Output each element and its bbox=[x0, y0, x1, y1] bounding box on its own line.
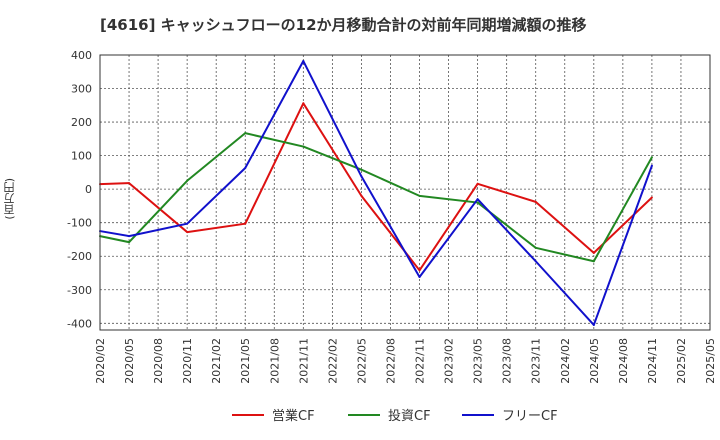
data-point bbox=[360, 168, 363, 171]
data-point bbox=[244, 132, 247, 135]
x-tick-label: 2023/02 bbox=[443, 338, 456, 384]
y-tick-label: 200 bbox=[71, 116, 92, 129]
x-tick-label: 2024/08 bbox=[617, 338, 630, 384]
data-point bbox=[592, 260, 595, 263]
data-point bbox=[302, 145, 305, 148]
x-tick-label: 2021/02 bbox=[210, 338, 223, 384]
y-axis-ticks: 400 300 200 100 0 -100 -200 -300 -400 bbox=[67, 49, 92, 330]
x-tick-label: 2020/08 bbox=[152, 338, 165, 384]
data-point bbox=[360, 194, 363, 197]
data-point bbox=[650, 156, 653, 159]
x-tick-label: 2024/11 bbox=[646, 338, 659, 384]
x-tick-label: 2021/11 bbox=[297, 338, 310, 384]
chart-title: [4616] キャッシュフローの12か月移動合計の対前年同期増減額の推移 bbox=[100, 16, 587, 34]
data-point bbox=[244, 222, 247, 225]
x-tick-label: 2025/02 bbox=[675, 338, 688, 384]
data-point bbox=[476, 182, 479, 185]
y-tick-label: 300 bbox=[71, 83, 92, 96]
data-point bbox=[128, 241, 131, 244]
y-tick-label: -100 bbox=[67, 217, 92, 230]
y-tick-label: -300 bbox=[67, 284, 92, 297]
data-point bbox=[244, 167, 247, 170]
x-tick-label: 2025/05 bbox=[704, 338, 717, 384]
data-point bbox=[186, 231, 189, 234]
data-point bbox=[418, 276, 421, 279]
plot-frame bbox=[99, 54, 711, 331]
x-tick-label: 2022/05 bbox=[355, 338, 368, 384]
x-tick-label: 2023/11 bbox=[530, 338, 543, 384]
data-point bbox=[592, 323, 595, 326]
x-tick-label: 2024/05 bbox=[588, 338, 601, 384]
series-line-2 bbox=[99, 60, 653, 326]
legend-label: 投資CF bbox=[388, 408, 431, 424]
data-point bbox=[418, 194, 421, 197]
data-point bbox=[534, 246, 537, 249]
data-point bbox=[418, 269, 421, 272]
data-point bbox=[650, 196, 653, 199]
data-point bbox=[186, 179, 189, 182]
y-tick-label: 100 bbox=[71, 150, 92, 163]
x-tick-label: 2022/02 bbox=[326, 338, 339, 384]
series-line-1 bbox=[99, 132, 653, 263]
x-tick-label: 2022/11 bbox=[414, 338, 427, 384]
x-axis-ticks: 2020/02 2020/05 2020/08 2020/11 2021/02 2021/… bbox=[94, 338, 717, 384]
x-tick-label: 2024/02 bbox=[559, 338, 572, 384]
data-point bbox=[128, 182, 131, 185]
x-tick-label: 2021/08 bbox=[268, 338, 281, 384]
x-tick-label: 2020/02 bbox=[94, 338, 107, 384]
y-tick-label: 400 bbox=[71, 49, 92, 62]
x-tick-label: 2021/05 bbox=[239, 338, 252, 384]
data-point bbox=[534, 260, 537, 263]
data-point bbox=[650, 164, 653, 167]
x-tick-label: 2023/08 bbox=[501, 338, 514, 384]
x-tick-label: 2020/11 bbox=[181, 338, 194, 384]
data-point bbox=[476, 201, 479, 204]
data-point bbox=[360, 175, 363, 178]
data-point bbox=[302, 102, 305, 105]
y-tick-label: -200 bbox=[67, 250, 92, 263]
legend-label: 営業CF bbox=[272, 408, 315, 424]
legend: 営業CF 投資CF フリーCF bbox=[232, 408, 558, 424]
x-tick-label: 2023/05 bbox=[472, 338, 485, 384]
y-tick-label: 0 bbox=[85, 183, 92, 196]
grid bbox=[99, 54, 711, 330]
x-tick-label: 2020/05 bbox=[123, 338, 136, 384]
data-point bbox=[476, 198, 479, 201]
data-point bbox=[186, 222, 189, 225]
data-point bbox=[302, 60, 305, 63]
data-point bbox=[534, 200, 537, 203]
legend-label: フリーCF bbox=[502, 409, 558, 424]
data-point bbox=[128, 235, 131, 238]
data-point bbox=[592, 251, 595, 254]
x-tick-label: 2022/08 bbox=[384, 338, 397, 384]
y-tick-label: -400 bbox=[67, 317, 92, 330]
series-lines bbox=[99, 60, 653, 326]
